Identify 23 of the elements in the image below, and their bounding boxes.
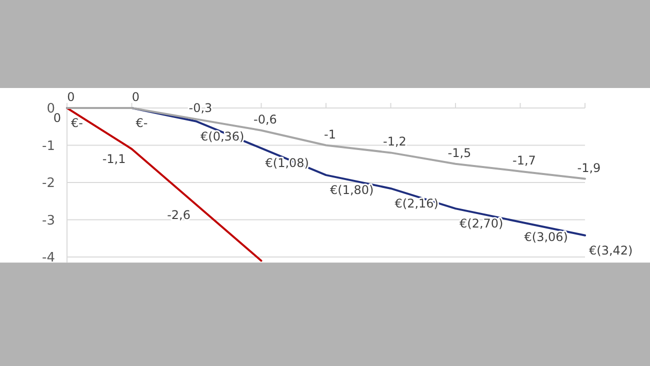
- data-label: -1,9: [577, 160, 601, 175]
- data-label: €(2,16): [394, 196, 438, 210]
- data-label: -0,3: [188, 101, 212, 116]
- y-tick-label: -1: [42, 138, 55, 154]
- data-label: -1,1: [102, 152, 126, 166]
- data-label: €(1,80): [330, 183, 374, 198]
- y-tick-label: -2: [42, 176, 55, 192]
- y-tick-label: -4: [42, 250, 55, 266]
- y-tick-label: 0: [46, 102, 55, 117]
- data-label: -1,5: [448, 146, 472, 160]
- y-tick-label: -3: [42, 213, 55, 228]
- data-label: -0,6: [254, 112, 277, 126]
- data-label: -1,7: [512, 153, 536, 168]
- data-label: 0: [132, 90, 140, 104]
- data-label: €-: [71, 116, 83, 130]
- data-label: -2,6: [167, 208, 190, 222]
- data-label: 0: [67, 90, 75, 104]
- data-label: €(2,70): [460, 216, 504, 231]
- data-label: €(3,06): [524, 230, 568, 244]
- data-label: €(3,42): [589, 243, 633, 258]
- data-label: €-: [136, 116, 148, 130]
- data-label: -1,2: [383, 134, 406, 149]
- data-label: -1: [324, 127, 336, 142]
